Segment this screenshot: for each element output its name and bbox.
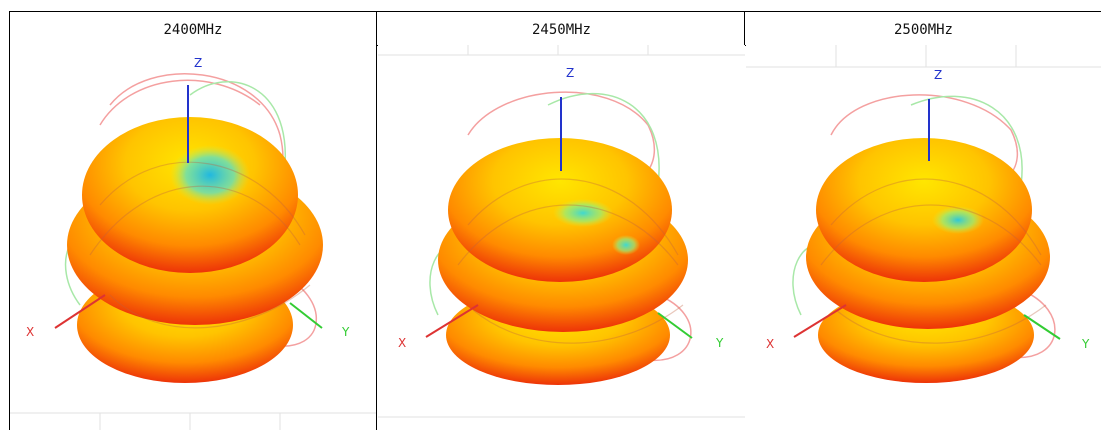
background-grid [10, 412, 376, 430]
background-grid [746, 45, 1101, 68]
frequency-label: 2450MHz [531, 22, 591, 38]
y-axis-line [657, 312, 693, 339]
column-header-2: 2450MHz [378, 14, 745, 46]
radiation-pattern-panel-3: Z X Y [746, 45, 1101, 430]
radiation-lobes [806, 138, 1050, 383]
x-axis-line [425, 304, 479, 338]
radiation-pattern-plot: Z X Y [10, 56, 376, 430]
y-axis-line [289, 302, 323, 329]
radiation-pattern-panel-1: Z X Y [10, 45, 376, 430]
x-axis-label: X [398, 336, 406, 350]
z-axis-label: Z [194, 56, 202, 70]
x-axis-line [54, 294, 106, 329]
radiation-pattern-plot: Z X Y [746, 45, 1101, 383]
x-axis-label: X [26, 325, 34, 339]
table-top-border [9, 11, 1101, 12]
column-header-3: 2500MHz [746, 14, 1101, 46]
radiation-pattern-plot: Z X Y [378, 45, 745, 418]
frequency-label: 2500MHz [893, 22, 953, 38]
x-axis-line [793, 304, 847, 338]
column-divider-1 [376, 11, 377, 430]
table-left-border [9, 11, 10, 430]
z-axis-label: Z [934, 68, 942, 82]
y-axis-label: Y [1081, 337, 1090, 351]
frequency-label: 2400MHz [163, 22, 223, 38]
pattern-overlay-arcs [820, 178, 1047, 344]
radiation-lobes [67, 117, 323, 383]
z-axis-label: Z [566, 66, 574, 80]
radiation-pattern-panel-2: Z X Y [378, 45, 745, 430]
pattern-overlay-arcs [457, 178, 684, 344]
y-axis-label: Y [715, 336, 724, 350]
column-header-1: 2400MHz [10, 14, 376, 46]
y-axis-label: Y [341, 325, 350, 339]
y-axis-line [1023, 314, 1061, 340]
x-axis-label: X [766, 337, 774, 351]
background-grid [378, 45, 745, 418]
radiation-lobes [438, 138, 688, 385]
pattern-overlay-arcs [89, 161, 311, 329]
